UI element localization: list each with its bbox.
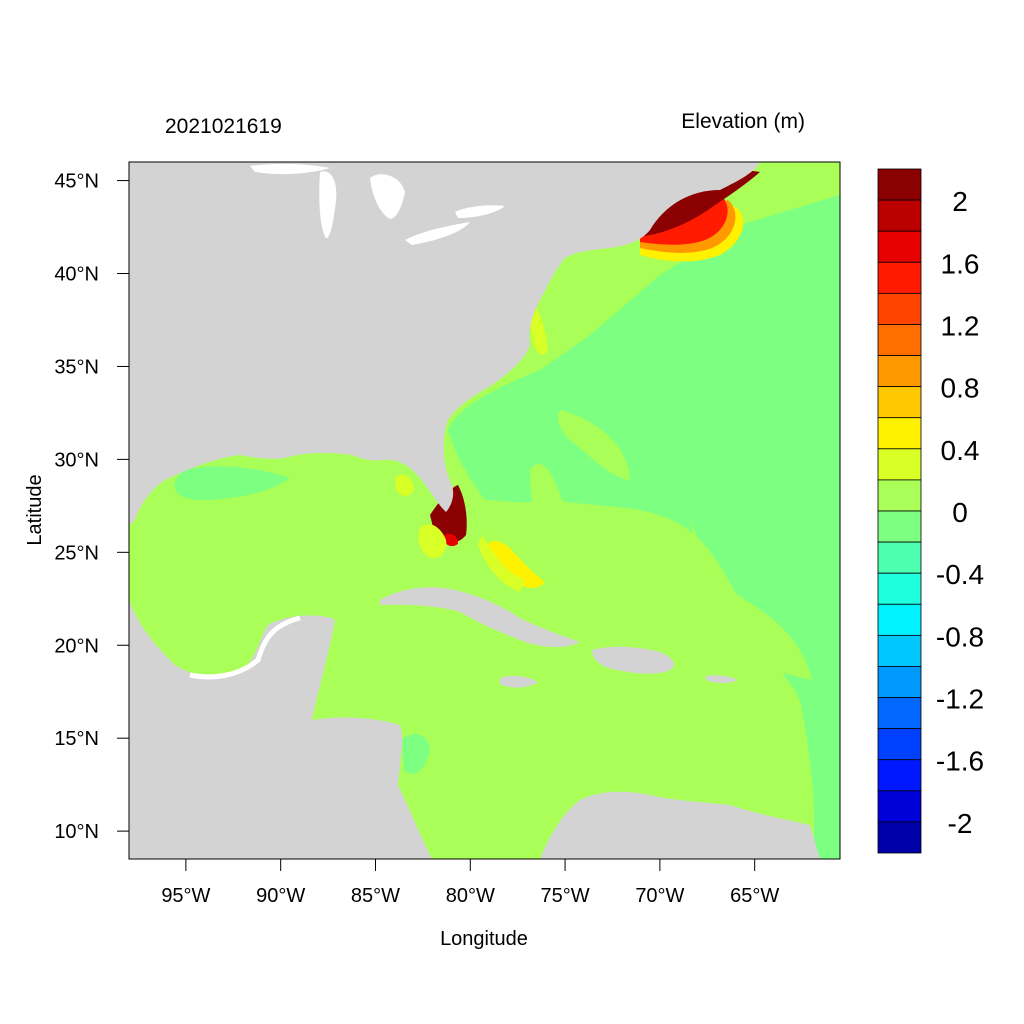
bahamas-yellow-patch <box>488 540 545 588</box>
colorbar-tick-label: 0.8 <box>941 373 980 404</box>
surge-darkred <box>640 170 760 236</box>
florida-surge-red <box>444 534 458 547</box>
colorbar-swatch <box>877 355 922 388</box>
mexico-gulf-coast-line <box>189 615 301 680</box>
colorbar-swatch <box>877 510 922 543</box>
map-plot-area <box>129 162 840 859</box>
x-axis: 95°W 90°W 85°W 80°W 75°W 70°W 65°W <box>161 859 779 907</box>
x-tick-label: 70°W <box>635 885 684 907</box>
colorbar <box>877 168 922 854</box>
florida-surge-darkred <box>430 485 467 543</box>
y-tick-label: 20°N <box>54 635 99 657</box>
gulf-lower-patch <box>174 466 290 500</box>
north-america-landmass <box>129 162 760 525</box>
colorbar-swatch <box>877 541 922 574</box>
colorbar-swatch <box>877 324 922 356</box>
colorbar-swatch <box>877 199 922 232</box>
colorbar-swatch <box>877 634 922 667</box>
x-tick-label: 75°W <box>541 885 590 907</box>
colorbar-swatch <box>877 168 922 201</box>
colorbar-tick-label: 2 <box>952 186 968 217</box>
atlantic-highwater-tongue <box>530 464 610 610</box>
puerto-rico-island <box>706 675 738 683</box>
lake-michigan <box>319 171 337 239</box>
colorbar-swatch <box>877 790 922 823</box>
atlantic-highwater-tongue-2 <box>690 520 812 680</box>
midatlantic-coastal-yellow <box>529 300 548 355</box>
y-tick-label: 40°N <box>54 264 99 286</box>
colorbar-tick-label: 1.6 <box>941 248 980 279</box>
colorbar-tick-label: -0.8 <box>936 621 984 652</box>
colorbar-swatch <box>877 759 922 792</box>
colorbar-swatch <box>877 821 922 854</box>
colorbar-swatch <box>877 386 922 419</box>
colorbar-tick-label: -1.6 <box>936 746 984 777</box>
colorbar-labels: 2 1.6 1.2 0.8 0.4 0 -0.4 -0.8 -1.2 -1.6 -2 <box>936 186 984 839</box>
y-tick-label: 25°N <box>54 542 99 564</box>
shelf-band <box>558 410 630 480</box>
x-tick-label: 90°W <box>256 885 305 907</box>
colorbar-tick-label: 1.2 <box>941 310 980 341</box>
y-tick-label: 45°N <box>54 171 99 193</box>
y-tick-label: 35°N <box>54 356 99 378</box>
colorbar-swatch <box>877 448 922 481</box>
lake-superior <box>250 163 330 175</box>
colorbar-swatch <box>877 230 922 263</box>
colorbar-swatch <box>877 417 922 450</box>
jamaica-island <box>500 675 538 688</box>
timestamp-title: 2021021619 <box>165 115 282 138</box>
plot-frame <box>128 161 841 860</box>
colorbar-tick-label: 0 <box>952 497 968 528</box>
land-masses <box>129 162 820 859</box>
colorbar-tick-label: 0.4 <box>941 435 980 466</box>
colorbar-swatch <box>877 292 922 325</box>
great-lakes <box>250 163 505 245</box>
bahamas-lime-patch <box>478 535 525 592</box>
cuba-island <box>380 587 580 648</box>
x-tick-label: 65°W <box>730 885 779 907</box>
y-axis: 45°N 40°N 35°N 30°N 25°N 20°N 15°N 10°N <box>54 171 129 843</box>
field-title: Elevation (m) <box>681 110 805 133</box>
y-axis-label: Latitude <box>24 474 46 545</box>
colorbar-swatch <box>877 261 922 294</box>
colorbar-swatch <box>877 603 922 636</box>
south-america-landmass <box>540 791 820 859</box>
atlantic-zero-level-fill <box>448 195 840 859</box>
x-tick-label: 95°W <box>161 885 210 907</box>
lake-huron <box>370 174 405 219</box>
colorbar-tick-label: -1.2 <box>936 684 984 715</box>
lake-erie <box>405 222 470 245</box>
y-tick-label: 10°N <box>54 821 99 843</box>
lake-ontario <box>455 205 505 218</box>
colorbar-swatch <box>877 479 922 512</box>
florida-panhandle-yellow-patch <box>395 474 414 496</box>
x-tick-label: 80°W <box>446 885 495 907</box>
x-tick-label: 85°W <box>351 885 400 907</box>
colorbar-swatch <box>877 572 922 605</box>
colorbar-tick-label: -2 <box>948 808 973 839</box>
x-axis-label: Longitude <box>440 928 528 950</box>
colorbar-tick-label: -0.4 <box>936 559 984 590</box>
y-tick-label: 15°N <box>54 728 99 750</box>
y-tick-label: 30°N <box>54 449 99 471</box>
colorbar-swatch <box>877 728 922 761</box>
mexico-central-america-landmass <box>129 600 432 859</box>
caribbean-coastal-lower-patch <box>402 734 430 774</box>
hispaniola-island <box>592 646 675 674</box>
florida-west-yellow-patch <box>418 524 447 559</box>
colorbar-swatch <box>877 697 922 730</box>
colorbar-swatch <box>877 666 922 698</box>
